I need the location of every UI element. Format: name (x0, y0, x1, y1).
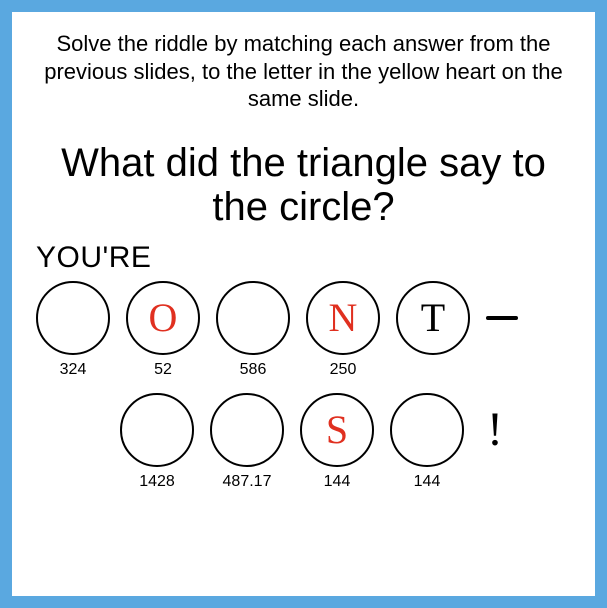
answer-cell: N 250 (304, 281, 382, 379)
answer-circle[interactable]: T (396, 281, 470, 355)
answer-number: 487.17 (223, 473, 272, 491)
answer-circle[interactable] (120, 393, 194, 467)
answer-number: 144 (414, 473, 441, 491)
answer-number: 144 (324, 473, 351, 491)
answer-circle[interactable]: O (126, 281, 200, 355)
answer-cell: 586 (214, 281, 292, 379)
answer-number: 324 (60, 361, 87, 379)
answer-row-1: 324 O 52 586 N 250 T (34, 281, 579, 379)
answer-circle[interactable]: N (306, 281, 380, 355)
answer-number: 586 (240, 361, 267, 379)
answer-number: 1428 (139, 473, 175, 491)
answer-number: 52 (154, 361, 172, 379)
answer-prefix: YOU'RE (36, 241, 579, 275)
exclaim-punct: ! (478, 393, 512, 467)
answer-number: 250 (330, 361, 357, 379)
answer-letter: S (326, 410, 348, 450)
answer-circle[interactable] (216, 281, 290, 355)
answer-cell: 487.17 (208, 393, 286, 491)
dash-punct (484, 281, 520, 355)
answer-cell: O 52 (124, 281, 202, 379)
answer-circle[interactable] (210, 393, 284, 467)
answer-cell: 144 (388, 393, 466, 491)
instructions-text: Solve the riddle by matching each answer… (36, 30, 571, 113)
riddle-question: What did the triangle say to the circle? (28, 141, 579, 229)
answer-circle[interactable]: S (300, 393, 374, 467)
answer-letter: T (421, 298, 445, 338)
answer-letter: O (149, 298, 178, 338)
riddle-card: Solve the riddle by matching each answer… (12, 12, 595, 596)
answer-cell: 324 (34, 281, 112, 379)
answer-cell: S 144 (298, 393, 376, 491)
answer-circle[interactable] (390, 393, 464, 467)
answer-cell: T (394, 281, 472, 361)
answer-circle[interactable] (36, 281, 110, 355)
answer-cell: 1428 (118, 393, 196, 491)
answer-letter: N (329, 298, 358, 338)
answer-row-2: 1428 487.17 S 144 144 ! (118, 393, 579, 491)
